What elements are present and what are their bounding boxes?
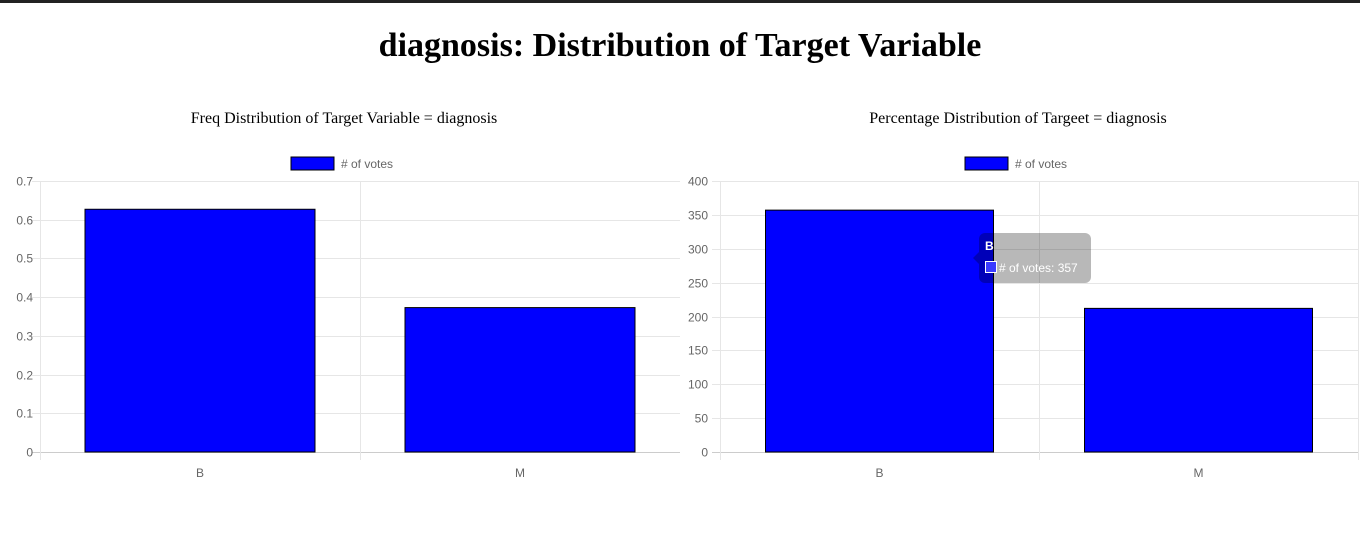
y-tick-label: 0.1 <box>16 407 33 421</box>
legend-swatch <box>290 156 335 171</box>
y-tick-label: 0.6 <box>16 214 33 228</box>
y-tick-label: 0 <box>701 446 708 460</box>
x-tick-label: M <box>515 466 525 480</box>
page-title: diagnosis: Distribution of Target Variab… <box>378 27 982 64</box>
tooltip-label: # of votes <box>999 261 1052 275</box>
tooltip-swatch <box>985 261 997 273</box>
y-tick-label: 0.4 <box>16 291 33 305</box>
y-tick-label: 0.2 <box>16 369 33 383</box>
percentage-bar-chart[interactable]: 0 50 100 150 200 250 300 350 400 B M # of votes <box>680 0 1360 500</box>
y-tick-label: 200 <box>688 311 708 325</box>
x-tick-label: B <box>196 466 204 480</box>
tooltip-separator: : <box>1051 261 1058 275</box>
legend-label: # of votes <box>341 157 393 171</box>
bar-tooltip: B # of votes: 357 <box>973 233 1091 283</box>
top-border <box>0 0 1360 3</box>
freq-bar-chart[interactable]: 0 0.1 0.2 0.3 0.4 0.5 0.6 0.7 B M # of votes <box>0 0 680 500</box>
bar-b <box>765 209 994 453</box>
y-tick-label: 50 <box>695 412 709 426</box>
y-tick-label: 0.7 <box>16 175 33 189</box>
chart-title-freq: Freq Distribution of Target Variable = d… <box>190 110 498 127</box>
x-tick-label: M <box>1194 466 1204 480</box>
legend-swatch <box>964 156 1009 171</box>
y-tick-label: 300 <box>688 243 708 257</box>
bar-m <box>404 307 636 453</box>
y-tick-label: 100 <box>688 378 708 392</box>
bar-m <box>1084 307 1313 453</box>
y-tick-label: 0.3 <box>16 330 33 344</box>
tooltip-value: 357 <box>1057 261 1078 275</box>
chart-title-percentage: Percentage Distribution of Targeet = dia… <box>869 110 1167 127</box>
y-tick-label: 400 <box>688 175 708 189</box>
tooltip-caret <box>973 252 979 264</box>
y-tick-label: 250 <box>688 277 708 291</box>
y-tick-label: 150 <box>688 344 708 358</box>
y-tick-label: 350 <box>688 209 708 223</box>
y-tick-label: 0.5 <box>16 252 33 266</box>
bar-b <box>84 208 316 453</box>
legend-label: # of votes <box>1015 157 1067 171</box>
tooltip-title: B <box>985 239 994 253</box>
y-tick-label: 0 <box>26 446 33 460</box>
x-tick-label: B <box>875 466 883 480</box>
tooltip-row: # of votes: 357 <box>985 261 1078 275</box>
